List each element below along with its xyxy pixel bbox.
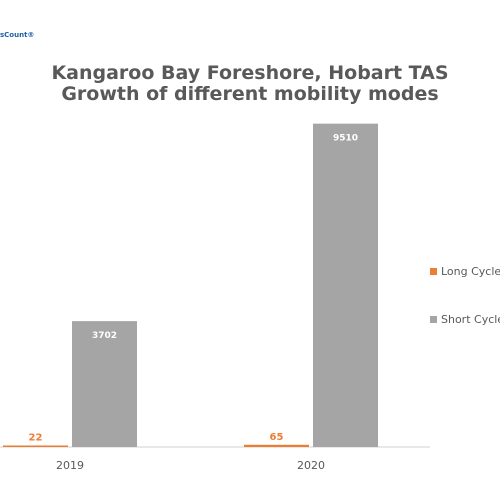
bar-long-cycle-2019 (3, 445, 68, 447)
bar-short-cycle-2019 (72, 321, 137, 447)
bar-short-cycle-2020 (313, 123, 378, 447)
legend-item-long-cycle: Long Cycle (430, 264, 500, 278)
data-label-long-cycle-2020: 65 (270, 432, 284, 443)
x-tick-label-2019: 2019 (56, 459, 84, 472)
legend-swatch-short-cycle (430, 315, 437, 323)
brand-logo: sCount® (0, 31, 35, 39)
x-tick-label-2020: 2020 (297, 459, 325, 472)
bar-long-cycle-2020 (244, 444, 309, 447)
chart-title-line-1: Kangaroo Bay Foreshore, Hobart TAS (51, 62, 449, 84)
legend-label-long-cycle: Long Cycle (441, 264, 500, 278)
data-label-long-cycle-2019: 22 (29, 433, 43, 444)
legend-item-short-cycle: Short Cycle (430, 312, 500, 326)
legend-swatch-long-cycle (430, 267, 437, 275)
chart-title-line-2: Growth of different mobility modes (61, 83, 439, 105)
data-label-short-cycle-2019: 3702 (92, 331, 117, 341)
data-label-short-cycle-2020: 9510 (333, 134, 358, 144)
legend-label-short-cycle: Short Cycle (441, 312, 500, 326)
